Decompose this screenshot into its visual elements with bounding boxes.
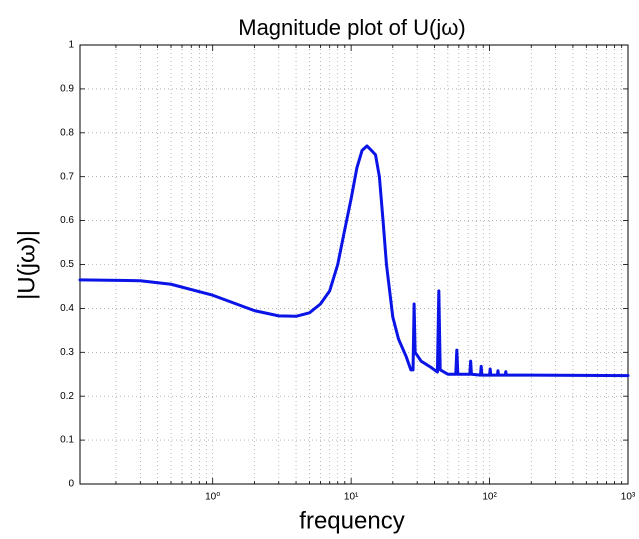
y-tick-label: 0.3: [60, 347, 74, 358]
x-tick-label: 10¹: [344, 492, 359, 503]
x-tick-label: 10³: [621, 492, 636, 503]
y-axis-label: |U(jω)|: [13, 230, 40, 300]
y-tick-label: 0: [68, 479, 74, 490]
y-tick-label: 0.2: [60, 391, 74, 402]
chart-title: Magnitude plot of U(jω): [238, 15, 466, 40]
x-axis-label: frequency: [299, 507, 404, 534]
data-line: [78, 144, 630, 378]
y-tick-label: 0.4: [60, 303, 74, 314]
x-tick-label: 10⁰: [205, 492, 220, 503]
y-tick-label: 0.7: [60, 171, 74, 182]
y-tick-label: 0.5: [60, 259, 74, 270]
y-tick-label: 0.9: [60, 84, 74, 95]
plot-frame: [79, 44, 629, 485]
y-tick-label: 1: [68, 40, 74, 51]
y-tick-label: 0.1: [60, 435, 74, 446]
x-tick-label: 10²: [482, 492, 497, 503]
y-tick-label: 0.8: [60, 127, 74, 138]
y-tick-label: 0.6: [60, 215, 74, 226]
